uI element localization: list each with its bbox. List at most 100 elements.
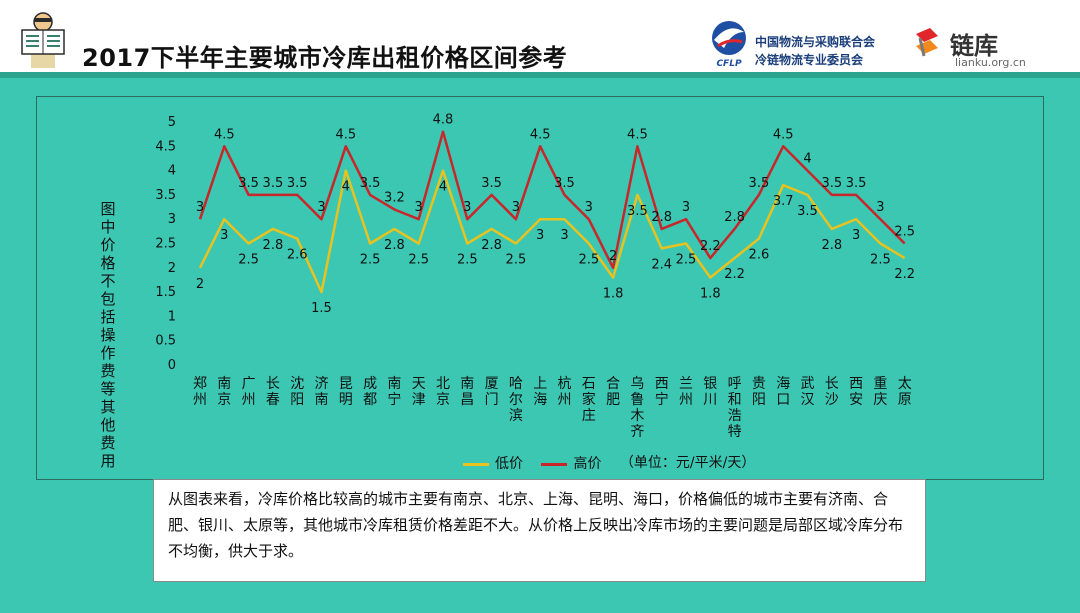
- data-label-high: 3: [682, 200, 690, 215]
- series-line-low: [198, 169, 906, 294]
- data-label-low: 2.8: [384, 238, 405, 253]
- series-line-high: [198, 130, 906, 270]
- data-label-high: 2.5: [894, 225, 915, 240]
- page-title: 2017下半年主要城市冷库出租价格区间参考: [82, 44, 568, 72]
- legend-item-low: 低价: [463, 453, 523, 473]
- data-label-low: 1.8: [700, 287, 721, 302]
- y-tick-label: 2: [168, 261, 176, 276]
- y-tick-label: 0.5: [155, 334, 176, 349]
- data-label-low: 2.4: [651, 257, 672, 272]
- legend-swatch-low: [463, 462, 489, 466]
- data-label-low: 3.5: [627, 204, 648, 219]
- data-label-low: 2.8: [481, 238, 502, 253]
- data-label-high: 4.5: [773, 127, 794, 142]
- data-label-low: 2.6: [749, 248, 770, 263]
- x-tick-label: 呼和浩特: [728, 376, 742, 440]
- x-tick-label: 海口: [776, 376, 790, 408]
- legend: 低价 高价 （单位：元/平米/天）: [463, 452, 755, 473]
- x-tick-label: 兰州: [679, 376, 693, 408]
- data-label-low: 2.5: [238, 253, 259, 268]
- header: 2017下半年主要城市冷库出租价格区间参考 CFLP 中国物流与采购联合会 冷链…: [0, 0, 1080, 78]
- lianku-url: lianku.org.cn: [955, 56, 1026, 69]
- data-label-high: 3.5: [554, 176, 575, 191]
- data-label-low: 2.5: [360, 253, 381, 268]
- data-label-high: 2: [609, 249, 617, 264]
- x-tick-label: 济南: [315, 376, 329, 408]
- y-tick-label: 4: [168, 164, 176, 179]
- summary-note: 从图表来看，冷库价格比较高的城市主要有南京、北京、上海、昆明、海口，价格偏低的城…: [153, 479, 926, 582]
- data-label-low: 2: [196, 277, 204, 292]
- data-label-low: 2.2: [724, 267, 745, 282]
- x-tick-label: 银川: [703, 376, 717, 408]
- data-label-high: 3: [196, 200, 204, 215]
- data-label-low: 3.7: [773, 194, 794, 209]
- cflp-logo-icon: CFLP: [712, 21, 746, 68]
- x-tick-label: 南昌: [460, 376, 474, 408]
- legend-label-high: 高价: [573, 456, 602, 472]
- summary-text: 从图表来看，冷库价格比较高的城市主要有南京、北京、上海、昆明、海口，价格偏低的城…: [168, 490, 904, 560]
- data-label-low: 2.5: [457, 253, 478, 268]
- x-tick-label: 杭州: [558, 376, 572, 408]
- data-label-high: 4.5: [530, 127, 551, 142]
- x-tick-label: 西宁: [655, 376, 669, 408]
- y-axis-label: 图中价格不包括操作费等其他费用: [100, 200, 116, 470]
- x-tick-label: 重庆: [873, 376, 887, 408]
- lianku-logo-icon: [916, 28, 938, 57]
- data-label-high: 4.5: [627, 127, 648, 142]
- data-label-low: 3: [220, 228, 228, 243]
- data-label-high: 2.8: [651, 210, 672, 225]
- x-tick-label: 上海: [533, 376, 547, 408]
- x-tick-label: 合肥: [606, 376, 620, 408]
- legend-item-high: 高价: [541, 453, 601, 473]
- data-label-low: 2.6: [287, 248, 308, 263]
- data-label-high: 3: [585, 200, 593, 215]
- y-tick-label: 0: [168, 358, 176, 373]
- x-tick-label: 长沙: [825, 376, 839, 408]
- data-label-low: 2.5: [676, 253, 697, 268]
- data-label-high: 3.5: [287, 176, 308, 191]
- y-tick-label: 1.5: [155, 285, 176, 300]
- data-label-high: 2.8: [724, 210, 745, 225]
- data-label-high: 3: [415, 200, 423, 215]
- data-label-high: 4.8: [433, 113, 454, 128]
- data-label-low: 3.5: [797, 204, 818, 219]
- data-label-high: 3.5: [749, 176, 770, 191]
- x-tick-label: 南宁: [387, 376, 401, 408]
- x-tick-label: 厦门: [485, 376, 499, 408]
- y-tick-label: 3.5: [155, 188, 176, 203]
- legend-label-low: 低价: [495, 456, 523, 472]
- x-tick-label: 成都: [363, 376, 377, 408]
- data-label-high: 3: [463, 200, 471, 215]
- data-label-high: 3.5: [238, 176, 259, 191]
- header-divider: [0, 72, 1080, 78]
- data-label-low: 1.8: [603, 287, 624, 302]
- data-label-high: 4.5: [214, 127, 235, 142]
- data-label-low: 4: [342, 180, 350, 195]
- chart-panel: [36, 96, 1044, 480]
- data-label-high: 3: [512, 200, 520, 215]
- data-label-high: 3: [317, 200, 325, 215]
- y-tick-label: 1: [168, 309, 176, 324]
- data-label-low: 2.8: [263, 238, 284, 253]
- data-label-high: 2.2: [700, 239, 721, 254]
- x-tick-label: 石家庄: [582, 376, 596, 424]
- data-label-high: 3.5: [821, 176, 842, 191]
- data-label-low: 3: [852, 228, 860, 243]
- lianku-name: 链库: [950, 32, 998, 60]
- newspaper-reader-icon: [21, 12, 65, 68]
- x-tick-label: 南京: [217, 376, 231, 408]
- y-tick-label: 5: [168, 115, 176, 130]
- data-label-high: 3.2: [384, 190, 405, 205]
- x-tick-label: 太原: [898, 376, 912, 408]
- data-label-low: 2.5: [578, 253, 599, 268]
- data-label-low: 2.5: [870, 253, 891, 268]
- data-label-low: 2.2: [894, 267, 915, 282]
- x-tick-label: 昆明: [339, 376, 353, 408]
- x-tick-label: 武汉: [801, 376, 815, 408]
- data-label-low: 4: [439, 180, 447, 195]
- x-tick-label: 广州: [242, 376, 256, 408]
- data-label-high: 4.5: [335, 127, 356, 142]
- x-tick-label: 北京: [436, 376, 450, 408]
- legend-swatch-high: [541, 462, 568, 466]
